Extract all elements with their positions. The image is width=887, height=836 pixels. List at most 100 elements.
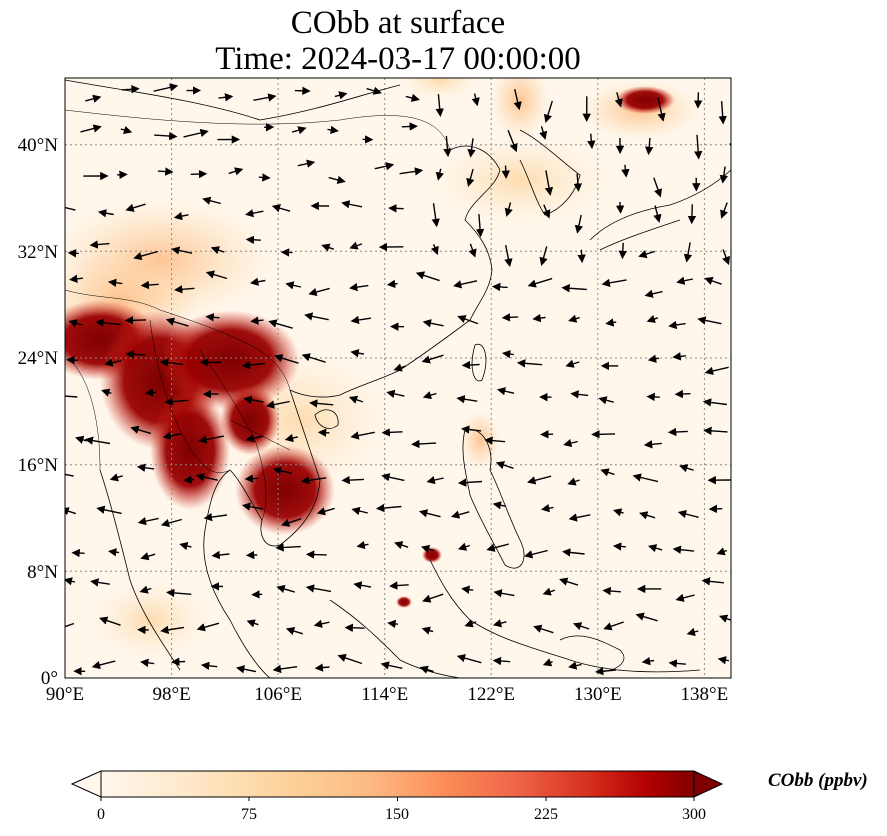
wind-arrow	[250, 316, 264, 325]
wind-arrow	[467, 138, 476, 158]
colorbar-tick: 300	[682, 806, 706, 823]
wind-arrow	[65, 622, 75, 632]
wind-arrow	[561, 284, 587, 293]
wind-arrow	[249, 277, 266, 286]
wind-arrow	[241, 502, 263, 511]
wind-arrow	[65, 206, 76, 211]
wind-arrow	[381, 473, 405, 482]
wind-arrow	[501, 349, 514, 359]
wind-arrow	[461, 360, 480, 370]
wind-arrow	[567, 477, 580, 486]
wind-arrow	[159, 358, 184, 367]
wind-arrow	[683, 242, 693, 263]
wind-arrow	[130, 425, 152, 435]
wind-arrow	[667, 427, 688, 437]
wind-arrow	[570, 390, 589, 399]
wind-arrow	[304, 312, 329, 321]
wind-arrow	[246, 619, 259, 628]
wind-arrow	[543, 100, 553, 124]
wind-arrow	[157, 167, 174, 176]
wind-arrow	[297, 159, 316, 168]
wind-arrow	[65, 507, 77, 516]
wind-arrow	[65, 473, 74, 477]
wind-arrow	[328, 175, 346, 184]
wind-arrow	[80, 124, 102, 133]
wind-arrow	[68, 319, 83, 328]
wind-arrow	[687, 204, 697, 225]
wind-arrow	[107, 278, 123, 287]
wind-arrow	[313, 619, 330, 628]
wind-arrow	[492, 501, 506, 510]
wind-arrow	[492, 656, 511, 666]
wind-arrow	[544, 170, 554, 196]
wind-arrow	[244, 474, 258, 483]
wind-arrow	[205, 313, 220, 322]
colorbar-tick: 75	[241, 806, 257, 823]
wind-arrow	[504, 244, 513, 268]
wind-arrow	[720, 202, 729, 219]
wind-arrow	[501, 313, 519, 322]
wind-arrow	[600, 468, 615, 477]
wind-arrow	[405, 93, 420, 102]
colorbar-tick: 0	[97, 806, 105, 823]
colorbar	[70, 770, 724, 801]
wind-arrow	[344, 623, 365, 632]
wind-arrow	[285, 627, 304, 636]
wind-arrow	[676, 276, 694, 285]
wind-arrow	[244, 209, 264, 218]
wind-arrow	[281, 518, 302, 527]
wind-arrow	[527, 475, 552, 485]
wind-arrow	[632, 473, 659, 483]
wind-arrow	[492, 619, 507, 628]
wind-arrow	[577, 249, 586, 264]
colorbar-min-extend	[70, 770, 102, 798]
wind-arrow	[401, 122, 418, 131]
wind-arrow	[350, 431, 375, 440]
wind-arrow	[615, 201, 625, 214]
wind-arrow	[121, 85, 140, 94]
wind-arrow	[274, 354, 299, 364]
wind-arrow	[501, 165, 510, 179]
wind-arrow	[422, 319, 444, 328]
wind-arrow	[253, 93, 277, 102]
wind-arrow	[674, 389, 691, 399]
wind-arrow	[430, 243, 439, 256]
wind-arrow	[539, 246, 548, 266]
wind-arrow	[195, 472, 218, 482]
wind-arrow	[89, 240, 110, 249]
wind-arrow	[457, 315, 479, 325]
wind-arrow	[466, 168, 475, 187]
wind-arrow	[276, 584, 296, 594]
wind-arrow	[305, 584, 332, 593]
wind-arrow	[394, 541, 409, 550]
wind-arrow	[572, 622, 590, 631]
wind-arrow	[435, 94, 444, 117]
wind-arrow	[504, 202, 513, 217]
wind-arrow	[645, 137, 654, 156]
wind-arrow	[380, 661, 403, 670]
wind-arrow	[672, 352, 686, 361]
wind-arrow	[647, 354, 660, 363]
wind-arrow	[375, 503, 402, 513]
wind-arrow	[703, 426, 728, 436]
wind-arrow	[341, 200, 363, 209]
wind-arrow	[96, 505, 122, 515]
wind-arrow	[183, 128, 209, 138]
wind-arrow	[200, 661, 218, 670]
wind-arrow	[245, 434, 264, 443]
country-borders	[65, 109, 451, 521]
wind-arrow	[65, 577, 76, 586]
wind-arrow	[675, 593, 695, 602]
wind-arrow	[639, 511, 656, 520]
wind-arrow	[668, 659, 686, 668]
wind-arrow	[533, 624, 554, 634]
wind-arrow	[349, 282, 369, 292]
wind-arrow	[210, 246, 225, 255]
wind-arrow	[133, 250, 158, 261]
lon-tick-label: 138°E	[681, 684, 729, 705]
colorbar-tick: 150	[385, 806, 409, 823]
wind-arrow	[183, 475, 194, 484]
wind-arrow	[568, 314, 580, 323]
wind-arrow	[350, 315, 372, 325]
wind-arrow	[179, 541, 192, 551]
